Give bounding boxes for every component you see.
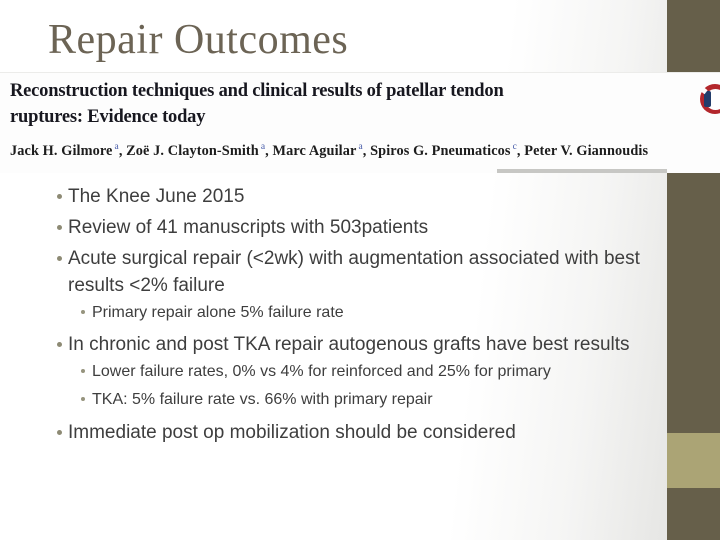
author-name: , Peter V. Giannoudis (516, 142, 649, 159)
crossmark-icon (697, 84, 720, 114)
crossmark-bookmark (704, 91, 711, 107)
author-name: , Spiros G. Pneumaticos (362, 142, 511, 159)
bullet-item: The Knee June 2015 (57, 183, 653, 210)
article-title-line1: Reconstruction techniques and clinical r… (10, 81, 504, 101)
bullet-item: Acute surgical repair (<2wk) with augmen… (57, 245, 653, 299)
bullet-subitem: Lower failure rates, 0% vs 4% for reinfo… (81, 361, 652, 383)
author-name: Jack H. Gilmore (10, 142, 113, 159)
author-affiliation: a (358, 142, 363, 152)
bullet-subitem: Primary repair alone 5% failure rate (81, 302, 652, 324)
article-title-line2: ruptures: Evidence today (10, 106, 206, 127)
article-title: Reconstruction techniques and clinical r… (10, 79, 650, 130)
bullet-item: Review of 41 manuscripts with 503patient… (57, 214, 653, 241)
author-affiliation: a (260, 142, 266, 152)
author-name: , Marc Aguilar (265, 142, 357, 159)
article-bottom-edge (497, 169, 667, 173)
bullet-subitem: TKA: 5% failure rate vs. 66% with primar… (81, 389, 652, 411)
author-affiliation: a (114, 142, 119, 152)
article-authors: Jack H. Gilmore a, Zoë J. Clayton-Smith a,… (10, 137, 720, 161)
bullet-item: In chronic and post TKA repair autogenou… (57, 331, 653, 358)
article-header-image: Reconstruction techniques and clinical r… (0, 72, 720, 173)
author-affiliation: c (512, 142, 517, 152)
right-accent-light-block (667, 433, 720, 488)
author-name: , Zoë J. Clayton-Smith (118, 142, 259, 159)
bullet-list: The Knee June 2015 Review of 41 manuscri… (0, 183, 667, 446)
bullet-item: Immediate post op mobilization should be… (57, 419, 653, 446)
slide-title: Repair Outcomes (48, 17, 349, 63)
